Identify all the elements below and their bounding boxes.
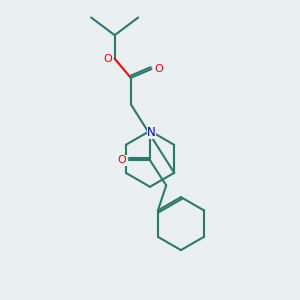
Text: O: O bbox=[103, 54, 112, 64]
Text: O: O bbox=[154, 64, 163, 74]
Text: N: N bbox=[147, 126, 156, 139]
Text: O: O bbox=[118, 155, 126, 165]
